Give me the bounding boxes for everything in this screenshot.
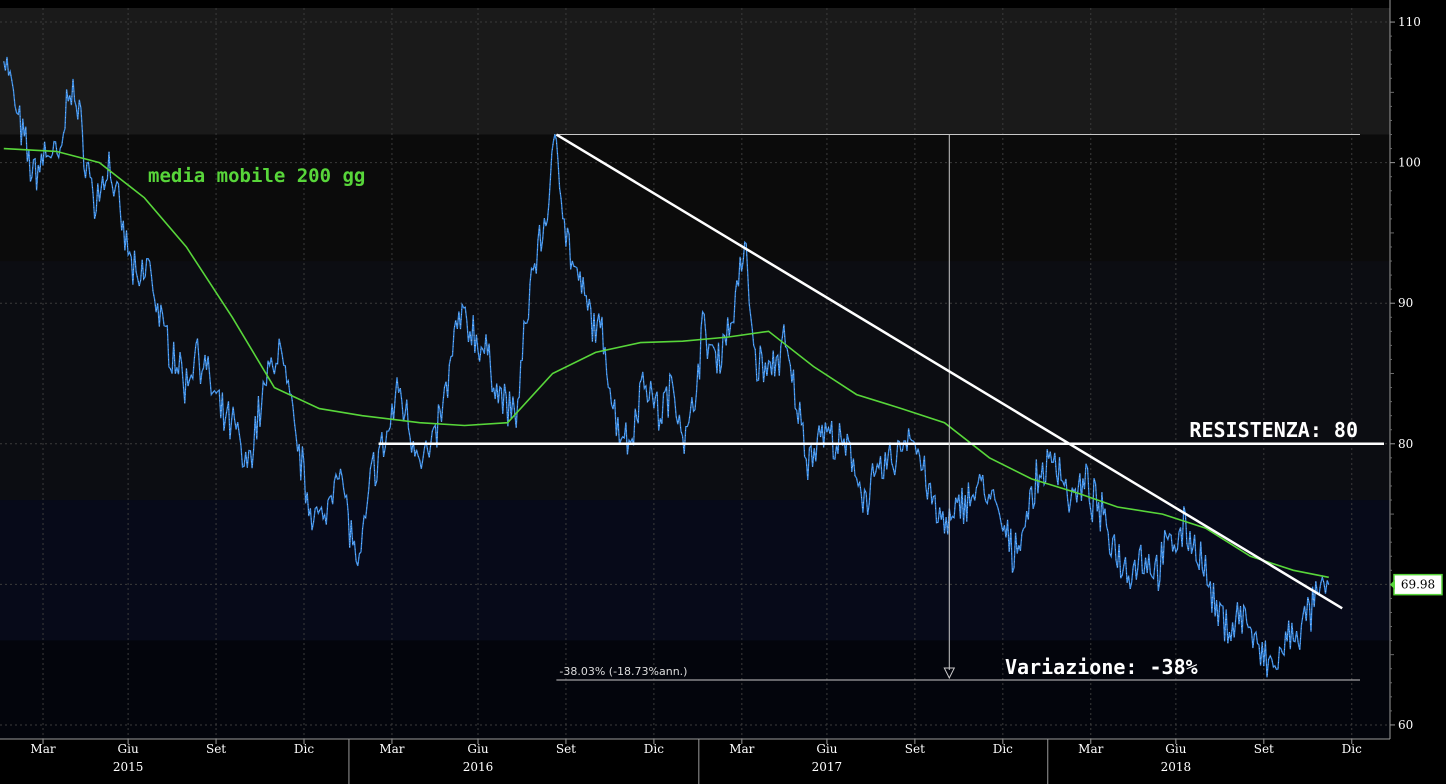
year-label: 2015 (113, 760, 144, 774)
x-tick-label: Mar (30, 742, 55, 756)
background-band (0, 8, 1390, 135)
x-tick-label: Giu (816, 742, 837, 756)
annotations-layer: media mobile 200 gg RESISTENZA: 80 -38.03%… (148, 133, 1384, 681)
background-band (0, 500, 1390, 641)
x-tick-label: Mar (379, 742, 404, 756)
year-label: 2016 (463, 760, 494, 774)
x-tick-label: Set (556, 742, 576, 756)
x-tick-label: Giu (1165, 742, 1186, 756)
x-tick-label: Dic (644, 742, 664, 756)
moving-average-line (3, 147, 1329, 579)
x-tick-label: Dic (294, 742, 314, 756)
x-tick-label: Mar (1078, 742, 1103, 756)
background-band (0, 261, 1390, 501)
background-band (0, 640, 1390, 739)
x-tick-label: Set (206, 742, 226, 756)
last-value-label: 69.98 (1401, 578, 1435, 592)
measure-text: -38.03% (-18.73%ann.) (559, 665, 687, 678)
x-axis-background (0, 739, 1390, 784)
last-value-pointer-icon (1390, 579, 1395, 590)
resistance-label: RESISTENZA: 80 (1189, 418, 1358, 442)
y-tick-label: 60 (1398, 718, 1413, 732)
x-tick-label: Mar (729, 742, 754, 756)
x-tick-label: Giu (467, 742, 488, 756)
y-tick-label: 110 (1398, 15, 1421, 29)
trend-line (555, 133, 1343, 610)
y-tick-label: 100 (1398, 156, 1421, 170)
x-tick-label: Giu (118, 742, 139, 756)
background-bands (0, 8, 1390, 739)
change-label: Variazione: -38% (1005, 655, 1198, 679)
x-tick-label: Dic (993, 742, 1013, 756)
y-tick-label: 80 (1398, 437, 1413, 451)
y-tick-label: 90 (1398, 296, 1413, 310)
series-layer (3, 56, 1330, 678)
year-label: 2018 (1161, 760, 1192, 774)
y-axis-background (1390, 0, 1446, 784)
grid-lines (0, 8, 1390, 739)
year-label: 2017 (812, 760, 843, 774)
price-line-highlight (3, 56, 1330, 678)
measure-arrow-icon (943, 667, 956, 680)
x-tick-label: Set (905, 742, 925, 756)
background-band (0, 134, 1390, 262)
x-tick-label: Set (1254, 742, 1274, 756)
moving-average-label: media mobile 200 gg (148, 165, 365, 187)
x-tick-label: Dic (1342, 742, 1362, 756)
